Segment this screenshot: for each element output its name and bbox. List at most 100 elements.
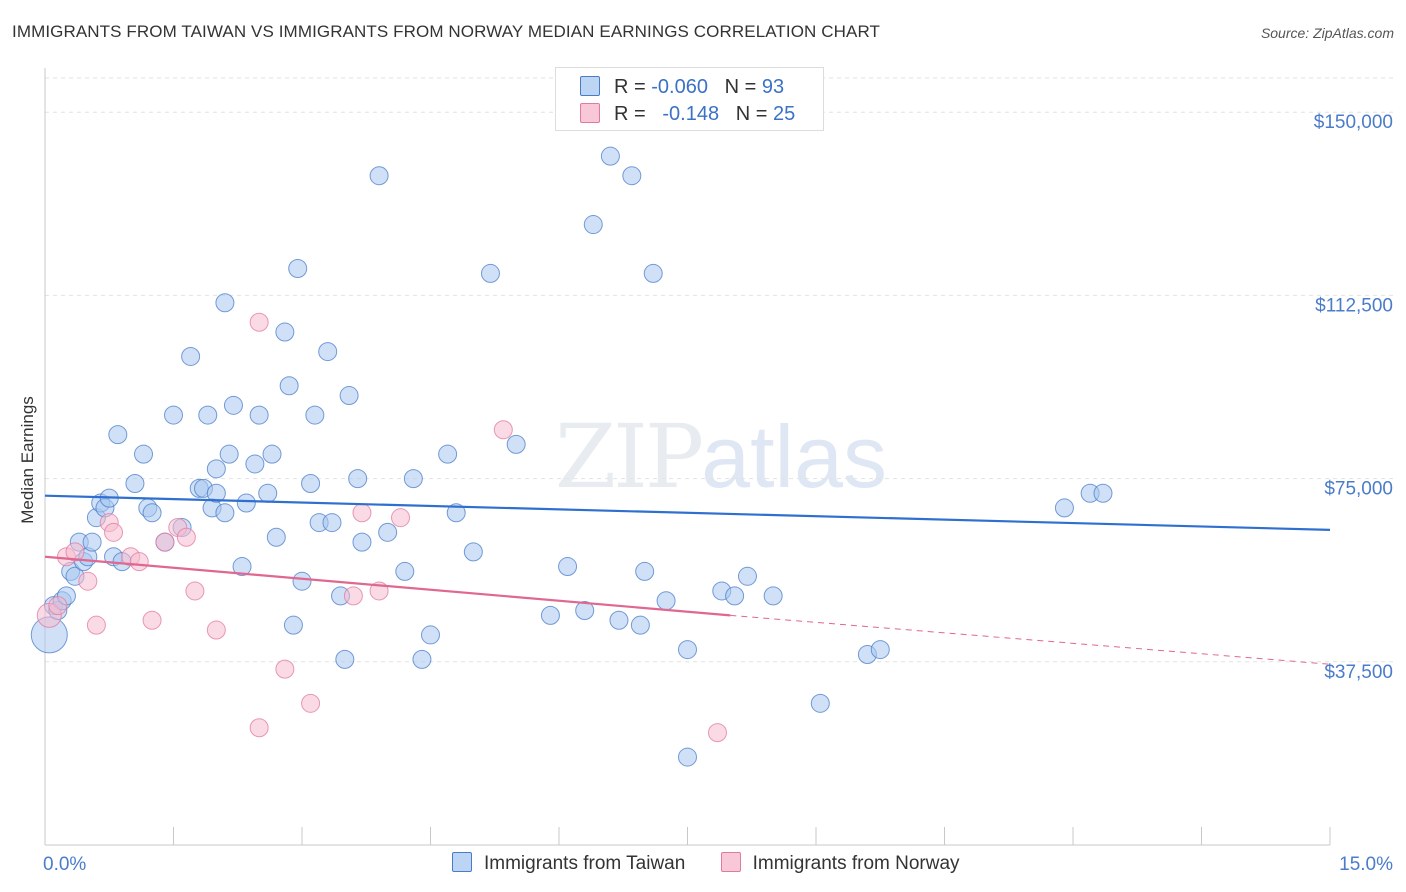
point-taiwan	[810, 693, 830, 713]
legend-item-taiwan: Immigrants from Taiwan	[452, 852, 685, 875]
legend-label-taiwan: Immigrants from Taiwan	[484, 853, 686, 874]
point-taiwan	[108, 425, 128, 445]
legend-n-label: N =	[735, 103, 768, 125]
legend-r-value-norway: -0.148	[662, 103, 720, 125]
y-tick-label: $37,500	[1324, 662, 1393, 683]
source-label: Source: ZipAtlas.com	[1260, 25, 1394, 41]
point-taiwan	[678, 640, 697, 660]
point-taiwan	[643, 263, 663, 283]
point-taiwan	[335, 649, 355, 669]
watermark-atlas: atlas	[701, 407, 888, 506]
point-taiwan	[275, 322, 295, 342]
point-taiwan	[164, 405, 183, 425]
point-taiwan	[82, 532, 102, 552]
y-axis-label: Median Earnings	[18, 396, 37, 524]
x-tick-label: 0.0%	[43, 854, 86, 875]
point-taiwan	[446, 503, 466, 523]
point-norway	[707, 723, 727, 743]
axes	[44, 68, 1331, 846]
point-taiwan	[288, 259, 308, 279]
trend-line-taiwan	[44, 494, 1331, 531]
point-taiwan	[215, 503, 235, 523]
legend-row-norway: R = -0.148 N = 25	[580, 103, 795, 126]
point-taiwan	[1093, 483, 1113, 503]
point-taiwan	[622, 166, 642, 186]
point-taiwan	[463, 542, 483, 562]
point-norway	[65, 542, 85, 562]
point-taiwan	[305, 405, 325, 425]
point-taiwan	[870, 640, 890, 660]
point-norway	[176, 527, 196, 547]
point-taiwan	[322, 513, 342, 533]
legend-swatch-taiwan	[580, 76, 600, 96]
point-taiwan	[206, 459, 226, 479]
point-taiwan	[348, 469, 368, 489]
point-taiwan	[125, 473, 145, 493]
trend-line-norway	[44, 555, 731, 617]
point-taiwan	[134, 444, 154, 464]
point-taiwan	[219, 444, 239, 464]
point-taiwan	[600, 146, 620, 166]
point-taiwan	[506, 434, 526, 454]
x-tick-label: 15.0%	[1339, 854, 1393, 875]
point-taiwan	[318, 342, 338, 362]
point-norway	[142, 610, 162, 630]
point-norway	[78, 571, 98, 591]
point-taiwan	[558, 557, 578, 577]
point-taiwan	[656, 591, 676, 611]
point-norway	[249, 718, 269, 738]
point-taiwan	[678, 747, 697, 767]
point-taiwan	[223, 395, 243, 415]
point-taiwan	[635, 561, 655, 581]
legend-n-value-norway: 25	[773, 103, 796, 125]
series-legend: Immigrants from Taiwan Immigrants from N…	[452, 852, 990, 875]
point-taiwan	[142, 503, 162, 523]
legend-swatch-taiwan	[452, 852, 472, 872]
point-norway	[155, 532, 175, 552]
point-taiwan	[421, 625, 440, 645]
point-taiwan	[480, 263, 500, 283]
point-norway	[48, 596, 68, 616]
point-taiwan	[1054, 498, 1074, 518]
legend-r-label: R =	[614, 103, 646, 125]
point-taiwan	[630, 615, 650, 635]
series-norway-points	[36, 312, 727, 743]
point-taiwan	[198, 405, 218, 425]
point-taiwan	[737, 566, 757, 586]
point-norway	[104, 522, 124, 542]
axis-labels: $150,000 $112,500 $75,000 $37,500 0.0% 15.0% M…	[18, 112, 1393, 875]
point-taiwan	[215, 293, 235, 313]
point-taiwan	[266, 527, 286, 547]
y-tick-label: $112,500	[1315, 295, 1393, 316]
y-tick-label: $75,000	[1324, 479, 1393, 500]
legend-label-norway: Immigrants from Norway	[752, 853, 960, 874]
legend-row-taiwan: R = -0.060 N = 93	[580, 76, 784, 99]
series-taiwan-points	[30, 146, 1113, 767]
legend-swatch-norway	[720, 852, 741, 872]
trend-line-norway-extension	[730, 614, 1331, 665]
legend-r-label: R =	[614, 76, 646, 98]
point-taiwan	[609, 610, 629, 630]
point-taiwan	[540, 605, 560, 625]
point-taiwan	[181, 346, 201, 366]
point-taiwan	[352, 532, 372, 552]
point-taiwan	[249, 405, 269, 425]
point-norway	[249, 312, 269, 332]
point-taiwan	[292, 571, 312, 591]
point-norway	[129, 552, 149, 572]
legend-r-value-taiwan: -0.060	[651, 76, 708, 98]
legend-n-label: N =	[724, 76, 757, 98]
y-tick-label: $150,000	[1314, 112, 1393, 133]
point-norway	[493, 420, 513, 440]
point-taiwan	[339, 386, 359, 406]
point-taiwan	[236, 493, 256, 513]
point-norway	[206, 620, 226, 640]
point-norway	[391, 508, 411, 528]
point-taiwan	[575, 601, 595, 621]
watermark: ZIPatlas	[555, 405, 887, 508]
point-norway	[86, 615, 106, 635]
point-taiwan	[583, 215, 603, 235]
legend-item-norway: Immigrants from Norway	[720, 852, 960, 875]
point-norway	[352, 503, 372, 523]
